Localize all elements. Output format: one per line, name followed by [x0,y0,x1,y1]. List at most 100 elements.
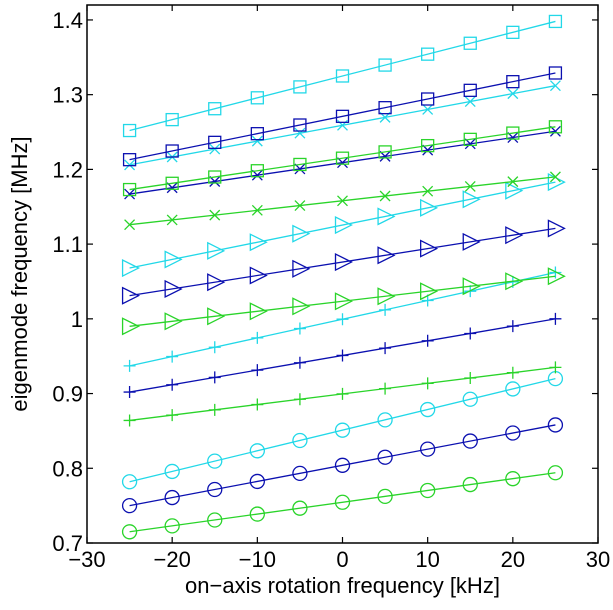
data-point [379,150,391,162]
series-line [129,20,556,132]
data-point [122,182,137,197]
data-point [166,214,178,226]
data-point [377,449,393,465]
data-point [548,14,563,29]
data-point [548,120,563,134]
data-point [548,66,563,80]
data-point [166,378,179,391]
data-point [464,327,477,340]
data-point [249,443,265,459]
data-point [421,334,434,347]
data-point [207,241,226,260]
data-point [294,127,306,139]
data-point [123,414,136,427]
data-point [549,80,561,92]
data-point [378,101,392,115]
data-point [377,488,393,505]
data-point [121,474,138,490]
data-point [334,252,353,272]
data-point [293,322,306,335]
data-point [422,104,434,115]
data-point [547,465,564,481]
series-green-plus [123,361,562,427]
data-point [505,226,524,245]
data-point [249,506,265,522]
data-point [124,219,136,231]
data-point [293,356,306,369]
data-point [165,144,179,158]
y-tick-label: 1.2 [52,157,83,182]
data-point [293,80,307,94]
data-point [164,312,183,331]
data-point [208,403,221,416]
data-point [251,204,263,216]
series-line [129,126,556,191]
data-point [505,471,521,487]
series-blue-plus [123,312,562,399]
series-green-square [122,120,563,197]
data-point [121,524,138,540]
data-point [208,371,221,384]
data-point [336,349,349,362]
series-cyan-triangle [121,173,566,278]
data-point [462,190,481,209]
x-tick-label: 10 [415,547,439,572]
data-point [335,69,350,83]
y-tick-label: 1.4 [52,8,83,33]
ticks-layer: −30 −20 −10 0 10 20 30 0.7 0.8 0.9 1 1.1 1.2 1.3 1.4 [52,5,610,572]
data-point [294,200,306,212]
x-tick-label: −20 [154,547,191,572]
data-point [379,190,391,202]
data-point [292,259,311,278]
data-point [334,216,353,235]
plot-frame [86,4,599,544]
data-point [293,118,307,132]
data-point [507,176,519,188]
data-point [505,181,524,200]
data-point [464,180,476,192]
data-point [547,267,566,286]
y-tick-label: 1.3 [52,83,83,108]
data-point [121,258,141,278]
data-point [207,453,223,469]
data-point [506,366,519,379]
data-point [122,123,137,138]
series-green-circle [121,465,564,540]
data-point [292,500,308,516]
series-line [129,275,556,327]
data-point [207,481,223,498]
y-axis-label: eigenmode frequency [MHz] [7,136,32,411]
data-point [462,433,478,449]
series-cyan-circle [121,370,564,490]
x-tick-label: 20 [501,547,525,572]
series-blue-triangle [121,219,566,305]
data-point [207,273,226,292]
data-point [549,361,562,374]
data-point [292,465,308,482]
series-line [129,72,556,161]
data-point [124,188,136,200]
data-point [251,398,264,411]
data-point [337,157,348,169]
data-point [208,170,222,184]
y-tick-label: 1 [71,307,83,332]
data-point [420,401,436,418]
data-point [421,294,434,307]
data-point [209,143,221,155]
data-point [422,144,434,156]
y-tick-label: 0.9 [52,382,83,407]
data-point [164,463,180,480]
data-point [293,393,306,406]
data-point [420,282,439,301]
data-point [420,198,439,217]
data-point [164,489,180,506]
data-point [507,132,519,144]
data-point [207,512,223,528]
data-point [250,127,264,141]
data-point [165,112,179,127]
data-point [121,497,138,514]
data-point [421,377,434,390]
data-point [334,494,351,510]
data-point [249,473,265,490]
